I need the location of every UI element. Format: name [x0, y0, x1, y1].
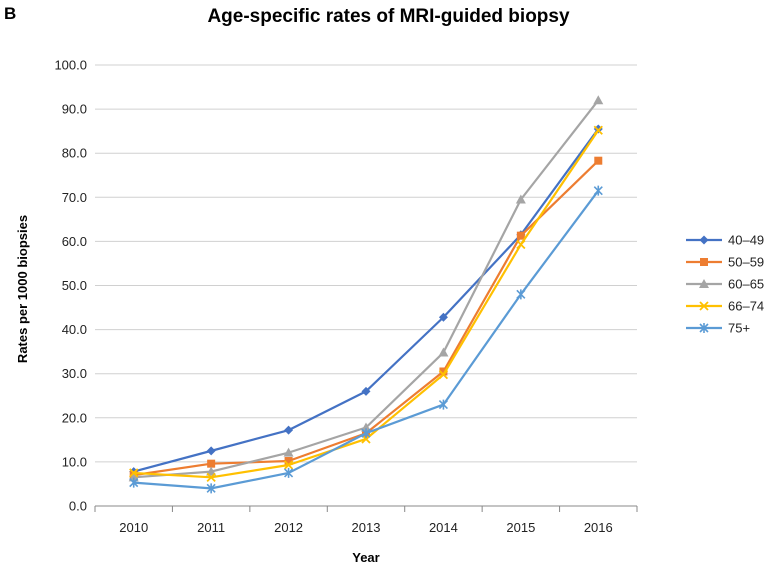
x-tick-label: 2014 [429, 520, 458, 535]
y-axis-label: Rates per 1000 biopsies [15, 215, 30, 363]
data-point [438, 399, 448, 410]
legend-item: 40–49 [686, 233, 764, 248]
legend: 40–49 50–59 60–65 66–74 75+ [686, 233, 764, 336]
y-tick-label: 40.0 [62, 322, 87, 337]
legend-label: 66–74 [728, 299, 764, 314]
panel-label: B [4, 4, 17, 23]
x-tick-label: 2012 [274, 520, 303, 535]
chart-title: Age-specific rates of MRI-guided biopsy [207, 6, 570, 27]
y-tick-label: 70.0 [62, 190, 87, 205]
legend-marker [699, 279, 709, 288]
y-tick-label: 60.0 [62, 234, 87, 249]
data-point [516, 239, 526, 250]
data-point [593, 125, 603, 135]
y-tick-label: 90.0 [62, 102, 87, 117]
legend-item: 60–65 [686, 277, 764, 292]
data-point [284, 467, 294, 478]
data-point [361, 428, 371, 439]
series-line [133, 128, 600, 473]
data-point [594, 156, 603, 165]
series-line [133, 190, 600, 490]
series-3 [129, 125, 603, 482]
data-point [206, 446, 216, 456]
x-axis-label: Year [352, 550, 379, 565]
legend-item: 66–74 [686, 299, 764, 314]
data-point [439, 367, 448, 376]
data-point [283, 447, 294, 457]
series-lines [128, 95, 604, 494]
data-point [206, 466, 217, 476]
data-point [515, 194, 526, 204]
data-point [593, 185, 603, 196]
x-tick-label: 2013 [352, 520, 381, 535]
data-point [516, 231, 525, 240]
data-point [207, 459, 216, 468]
data-point [206, 472, 216, 482]
data-point [438, 312, 448, 322]
x-tick-label: 2015 [506, 520, 535, 535]
legend-label: 60–65 [728, 277, 764, 292]
x-axis-ticks: 2010 2011 2012 2013 2014 2015 2016 [94, 506, 638, 535]
data-point [593, 95, 604, 105]
gridlines [95, 64, 637, 507]
legend-marker [699, 323, 709, 333]
series-4 [129, 185, 603, 494]
y-tick-label: 100.0 [54, 58, 87, 73]
y-tick-label: 50.0 [62, 278, 87, 293]
legend-item: 50–59 [686, 255, 764, 270]
legend-item: 75+ [686, 321, 750, 336]
data-point [593, 124, 603, 134]
legend-marker [700, 258, 708, 266]
y-tick-label: 80.0 [62, 146, 87, 161]
data-point [206, 483, 216, 494]
y-tick-label: 0.0 [69, 499, 87, 514]
legend-label: 40–49 [728, 233, 764, 248]
x-tick-label: 2011 [197, 520, 225, 535]
y-tick-label: 20.0 [62, 410, 87, 425]
data-point [438, 347, 449, 357]
data-point [361, 422, 371, 432]
y-tick-label: 10.0 [62, 454, 87, 469]
data-point [438, 369, 449, 380]
data-point [361, 386, 371, 396]
x-tick-label: 2016 [584, 520, 613, 535]
legend-label: 75+ [728, 321, 750, 336]
x-tick-label: 2010 [119, 520, 148, 535]
y-tick-label: 30.0 [62, 366, 87, 381]
legend-marker [699, 301, 709, 311]
data-point [516, 289, 526, 300]
data-point [129, 468, 139, 478]
data-point [284, 425, 294, 435]
data-point [129, 477, 139, 488]
series-line [133, 99, 600, 479]
data-point [284, 457, 293, 466]
legend-label: 50–59 [728, 255, 764, 270]
y-axis-ticks: 0.0 10.0 20.0 30.0 40.0 50.0 60.0 70.0 80.0 90.0 1… [54, 58, 87, 514]
legend-marker [699, 235, 709, 245]
data-point [283, 460, 294, 470]
